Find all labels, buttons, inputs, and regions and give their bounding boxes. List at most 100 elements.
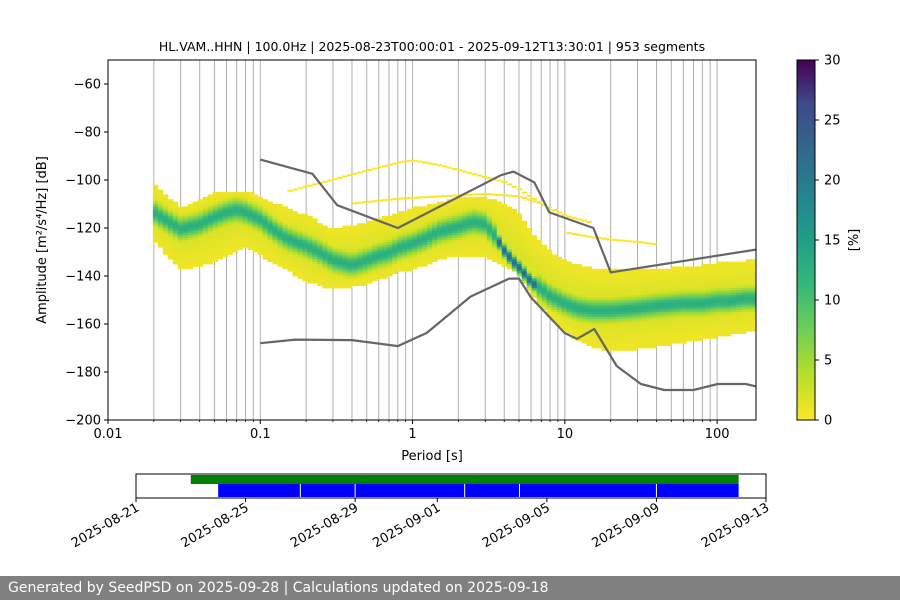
- psd-cell: [641, 345, 647, 349]
- psd-cell: [317, 261, 323, 265]
- psd-cell: [541, 266, 548, 270]
- psd-cell: [367, 276, 373, 279]
- psd-cell: [581, 307, 587, 310]
- psd-cell: [731, 309, 737, 313]
- psd-cell: [322, 230, 328, 234]
- psd-cell: [721, 280, 727, 284]
- psd-cell: [441, 249, 448, 253]
- psd-cell: [666, 316, 672, 320]
- psd-cell: [506, 256, 513, 260]
- psd-cell: [162, 232, 169, 236]
- psd-cell: [287, 225, 293, 229]
- psd-cell: [551, 292, 558, 296]
- psd-cell: [691, 312, 697, 315]
- psd-cell: [491, 213, 498, 217]
- psd-cell: [252, 240, 258, 243]
- psd-cell: [152, 196, 159, 200]
- psd-cell: [247, 211, 253, 214]
- psd-cell: [616, 288, 622, 291]
- psd-cell: [526, 278, 533, 282]
- psd-cell: [741, 266, 747, 270]
- psd-cell: [606, 345, 612, 349]
- psd-cell: [332, 278, 338, 282]
- psd-cell: [327, 266, 333, 270]
- psd-cell: [367, 278, 373, 282]
- psd-cell: [397, 211, 403, 214]
- psd-cell: [741, 316, 747, 320]
- psd-cell: [307, 237, 313, 241]
- psd-cell: [746, 271, 752, 274]
- psd-cell: [611, 321, 617, 325]
- psd-cell: [456, 208, 463, 212]
- psd-cell: [177, 249, 184, 253]
- psd-cell: [666, 271, 672, 274]
- psd-cell: [561, 280, 567, 284]
- psd-cell: [352, 256, 358, 260]
- psd-cell: [651, 312, 657, 315]
- psd-cell: [546, 309, 553, 313]
- psd-cell: [162, 206, 169, 210]
- psd-cell: [262, 254, 268, 258]
- psd-cell: [706, 316, 712, 320]
- psd-cell: [337, 247, 343, 250]
- psd-cell: [332, 254, 338, 258]
- psd-cell: [691, 283, 697, 286]
- psd-cell: [446, 228, 453, 231]
- psd-sparse-cell: [566, 215, 572, 218]
- psd-cell: [456, 244, 463, 248]
- psd-cell: [511, 247, 518, 250]
- psd-cell: [232, 204, 238, 207]
- psd-cell: [521, 259, 528, 262]
- psd-cell: [566, 280, 572, 284]
- psd-cell: [277, 237, 283, 241]
- psd-cell: [237, 208, 243, 212]
- psd-cell: [591, 343, 597, 346]
- psd-cell: [621, 276, 627, 279]
- psd-cell: [686, 336, 692, 339]
- psd-cell: [332, 252, 338, 255]
- psd-cell: [561, 266, 567, 270]
- psd-cell: [282, 220, 288, 224]
- psd-cell: [671, 266, 677, 270]
- psd-cell: [317, 252, 323, 255]
- psd-cell: [292, 211, 298, 214]
- psd-cell: [466, 235, 473, 238]
- psd-cell: [571, 268, 577, 272]
- psd-cell: [441, 235, 448, 238]
- psd-cell: [277, 264, 283, 267]
- psd-cell: [621, 278, 627, 282]
- psd-cell: [461, 232, 468, 236]
- psd-cell: [412, 235, 418, 238]
- psd-cell: [402, 228, 408, 231]
- psd-cell: [661, 280, 667, 284]
- psd-cell: [596, 314, 602, 318]
- psd-cell: [162, 249, 169, 253]
- psd-cell: [422, 261, 428, 265]
- psd-cell: [556, 290, 562, 294]
- psd-cell: [382, 276, 388, 279]
- psd-cell: [631, 290, 637, 294]
- psd-cell: [476, 230, 483, 234]
- psd-cell: [282, 223, 288, 226]
- psd-cell: [427, 249, 433, 253]
- psd-cell: [531, 264, 538, 267]
- psd-cell: [521, 280, 528, 284]
- psd-cell: [696, 300, 702, 303]
- psd-cell: [382, 254, 388, 258]
- psd-cell: [621, 343, 627, 346]
- psd-cell: [696, 333, 702, 337]
- psd-cell: [671, 319, 677, 322]
- psd-cell: [696, 297, 702, 301]
- psd-cell: [451, 204, 458, 207]
- psd-cell: [751, 268, 756, 272]
- psd-cell: [257, 216, 263, 219]
- psd-cell: [387, 220, 393, 224]
- psd-cell: [526, 240, 533, 243]
- psd-cell: [282, 206, 288, 210]
- psd-cell: [601, 283, 607, 286]
- psd-cell: [307, 230, 313, 234]
- psd-cell: [357, 266, 363, 270]
- psd-cell: [711, 280, 717, 284]
- psd-cell: [701, 268, 707, 272]
